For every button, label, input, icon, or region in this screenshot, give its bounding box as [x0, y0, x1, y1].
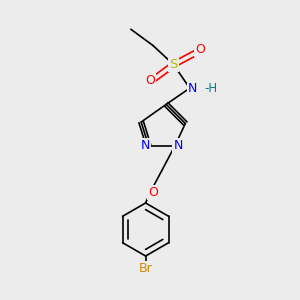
Text: N: N	[188, 82, 197, 95]
Text: N: N	[141, 139, 150, 152]
Text: N: N	[173, 139, 183, 152]
Text: S: S	[169, 58, 178, 71]
Text: O: O	[148, 186, 158, 199]
Text: Br: Br	[139, 262, 152, 275]
Text: O: O	[195, 44, 205, 56]
Text: O: O	[145, 74, 155, 87]
Text: -H: -H	[204, 82, 217, 95]
